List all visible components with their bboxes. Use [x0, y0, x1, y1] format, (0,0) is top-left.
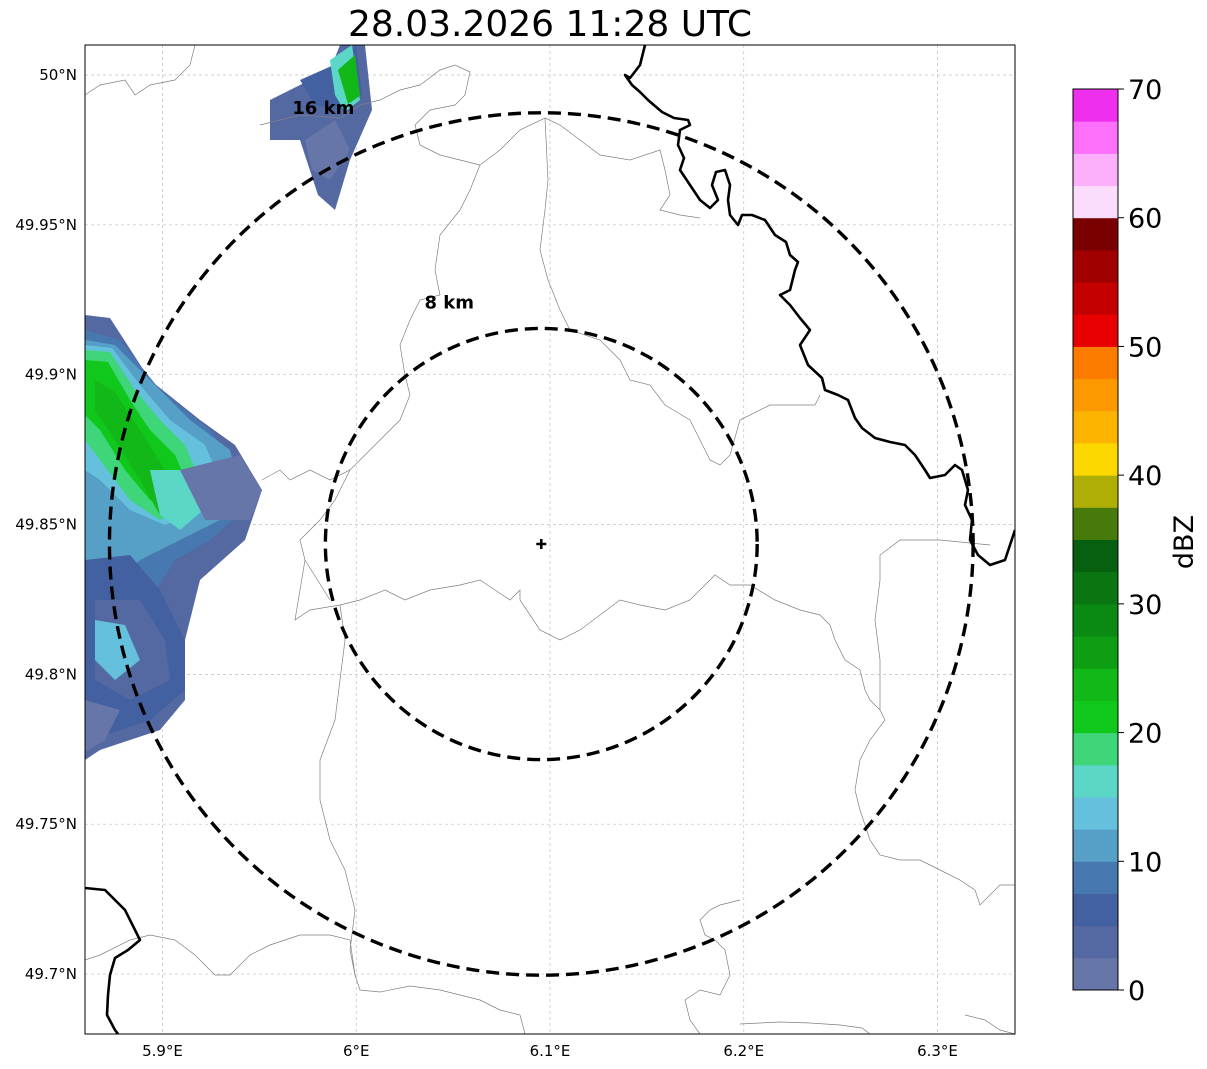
colorbar-tick-label: 70 [1128, 75, 1162, 106]
colorbar-swatch [1073, 153, 1118, 187]
colorbar-swatch [1073, 732, 1118, 766]
range-ring-label-16km: 16 km [292, 98, 354, 119]
lat-tick-label: 49.8°N [25, 665, 77, 683]
lon-tick-label: 5.9°E [142, 1042, 183, 1060]
colorbar-swatch [1073, 636, 1118, 669]
range-ring-16km [107, 111, 975, 977]
colorbar-swatch [1073, 442, 1118, 476]
admin-boundaries [85, 45, 1015, 1034]
colorbar-swatch [1073, 89, 1118, 122]
colorbar-swatch [1073, 957, 1118, 991]
colorbar-swatch [1073, 668, 1118, 701]
map-frame [84, 44, 1016, 1035]
colorbar-tick-label: 30 [1128, 590, 1162, 621]
colorbar-tick-label: 40 [1128, 461, 1162, 492]
colorbar-swatch [1073, 410, 1118, 444]
lat-tick-label: 49.95°N [15, 216, 77, 234]
lat-tick-label: 49.85°N [15, 516, 77, 534]
longitude-ticks: 5.9°E 6°E 6.1°E 6.2°E 6.3°E [142, 1042, 958, 1060]
colorbar-swatch [1073, 796, 1118, 830]
colorbar-tick-label: 10 [1128, 847, 1162, 878]
colorbar-swatch [1073, 603, 1118, 637]
lon-tick-label: 6.3°E [917, 1042, 958, 1060]
colorbar-swatch [1073, 121, 1118, 154]
latitude-ticks: 49.7°N 49.75°N 49.8°N 49.85°N 49.9°N 49.95°N 5… [15, 66, 77, 983]
colorbar-swatch [1073, 829, 1118, 862]
colorbar-tick-label: 20 [1128, 719, 1162, 750]
lat-tick-label: 50°N [39, 66, 77, 84]
colorbar-swatch [1073, 925, 1118, 959]
colorbar-swatch [1073, 249, 1118, 283]
lat-tick-label: 49.7°N [25, 965, 77, 983]
plus-marker-icon [536, 538, 547, 549]
colorbar-swatch [1073, 893, 1118, 927]
lon-tick-label: 6.2°E [723, 1042, 764, 1060]
map-title: 28.03.2026 11:28 UTC [347, 4, 753, 45]
range-ring-8km [323, 326, 759, 762]
colorbar-tick-label: 50 [1128, 332, 1162, 363]
radar-echoes [85, 45, 372, 760]
colorbar-swatch [1073, 475, 1118, 508]
colorbar-swatch [1073, 185, 1118, 219]
colorbar-swatch [1073, 346, 1118, 380]
range-rings [107, 111, 975, 977]
colorbar-label: dBZ [1169, 515, 1200, 569]
colorbar-swatch [1073, 217, 1118, 251]
national-borders [85, 45, 1015, 1034]
colorbar-swatch [1073, 539, 1118, 573]
echo-cell-west [85, 315, 262, 760]
colorbar-swatch [1073, 861, 1118, 894]
range-ring-label-8km: 8 km [424, 293, 474, 314]
colorbar-frame [1072, 88, 1119, 991]
colorbar-swatch [1073, 764, 1118, 798]
lat-tick-label: 49.9°N [25, 366, 77, 384]
colorbar-swatch [1073, 700, 1118, 734]
colorbar-tick-label: 0 [1128, 976, 1145, 1007]
colorbar-swatch [1073, 314, 1118, 347]
colorbar-swatch [1073, 282, 1118, 315]
colorbar-swatch [1073, 378, 1118, 412]
lon-tick-label: 6°E [343, 1042, 370, 1060]
colorbar-tick-label: 60 [1128, 204, 1162, 235]
lat-tick-label: 49.75°N [15, 815, 77, 833]
colorbar-swatch [1073, 507, 1118, 540]
colorbar-swatch [1073, 571, 1118, 605]
colorbar: 0 10 20 30 40 50 60 70 [1072, 75, 1162, 1007]
echo-cell-north [270, 45, 372, 210]
lon-tick-label: 6.1°E [530, 1042, 571, 1060]
